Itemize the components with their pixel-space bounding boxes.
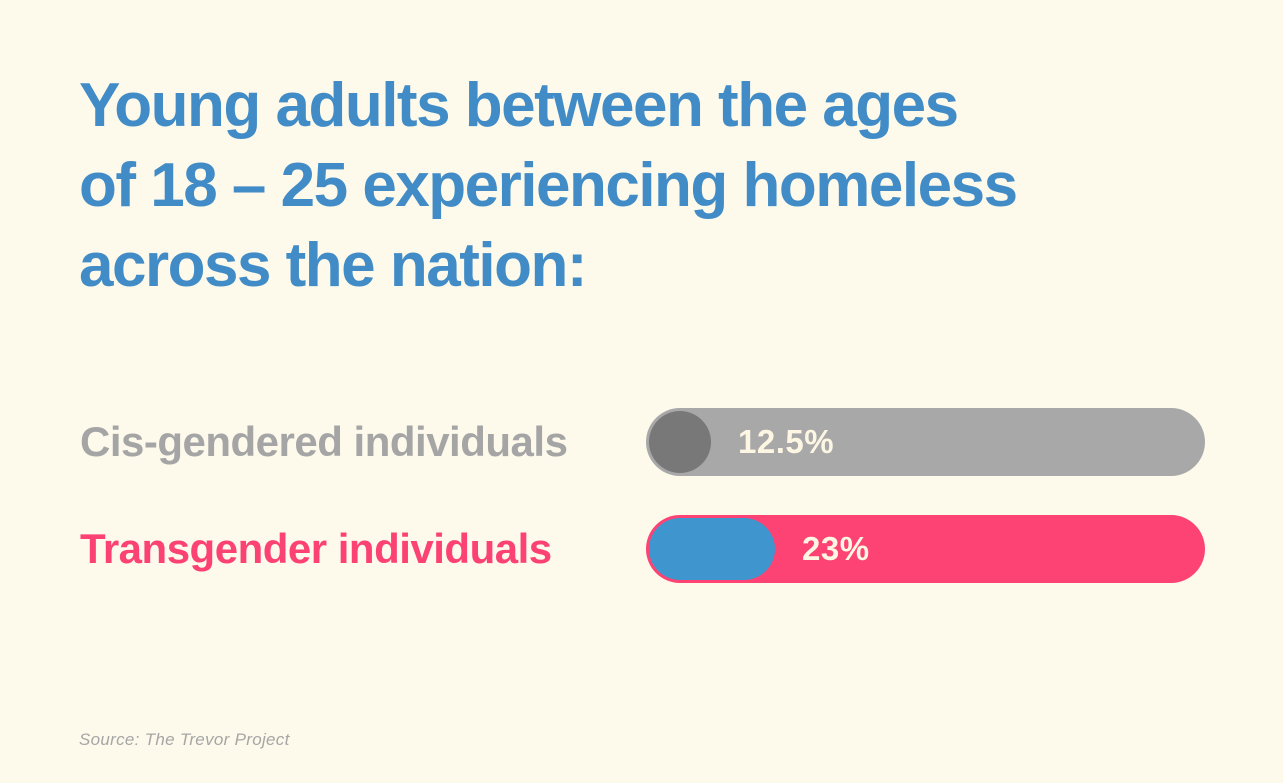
bar-cisgender: 12.5% <box>646 408 1205 476</box>
row-label: Transgender individuals <box>80 525 552 572</box>
bar-transgender: 23% <box>646 515 1205 583</box>
chart-row-transgender: Transgender individuals 23% <box>80 515 1205 583</box>
bar-value: 12.5% <box>738 423 835 460</box>
row-label: Cis-gendered individuals <box>80 418 568 465</box>
bar-value: 23% <box>802 530 870 567</box>
title-line-2: of 18 – 25 experiencing homeless <box>79 151 1018 220</box>
page-title: Young adults between the ages of 18 – 25… <box>79 66 1209 306</box>
bar-cap-circle <box>649 411 711 473</box>
source-attribution: Source: The Trevor Project <box>79 730 290 749</box>
chart-row-cisgender: Cis-gendered individuals 12.5% <box>80 408 1205 476</box>
title-line-3: across the nation: <box>79 231 588 300</box>
bar-cap-pill <box>649 518 775 580</box>
title-line-1: Young adults between the ages <box>79 71 959 140</box>
